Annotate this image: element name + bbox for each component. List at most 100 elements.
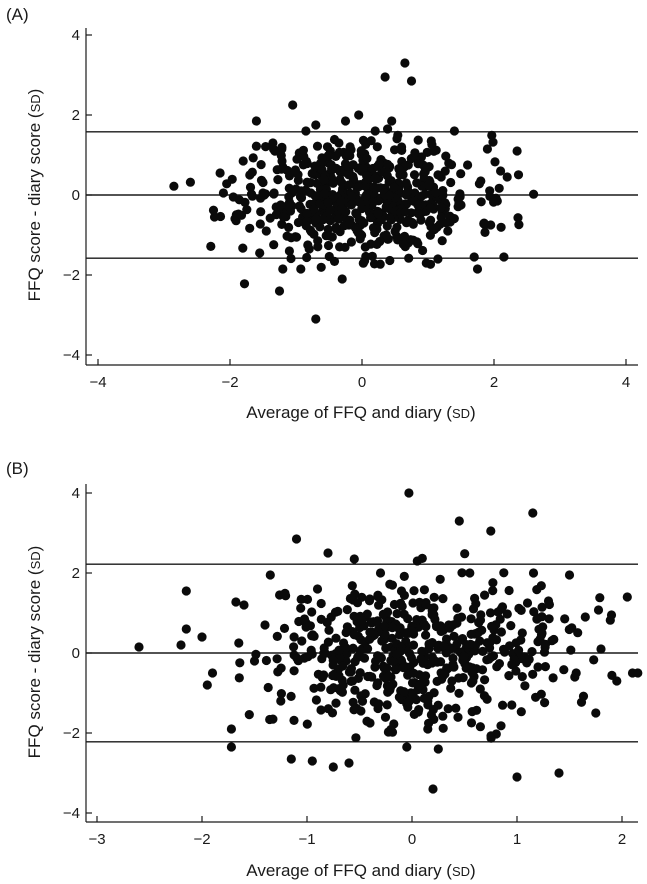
- panel-b-data-point: [438, 723, 448, 733]
- panel-a-data-point: [449, 214, 459, 224]
- panel-b-data-point: [381, 643, 391, 653]
- panel-b-data-point: [341, 627, 351, 638]
- panel-a-data-point: [370, 126, 380, 136]
- panel-a-data-point: [303, 240, 313, 250]
- panel-a-data-point: [261, 226, 271, 236]
- panel-b-data-point: [470, 593, 480, 604]
- panel-b-data-point: [540, 662, 551, 672]
- panel-b-data-point: [350, 685, 360, 695]
- panel-a-data-point: [444, 158, 454, 168]
- panel-a-data-point: [292, 154, 302, 164]
- panel-b-data-point: [451, 703, 461, 713]
- panel-b-data-point: [548, 673, 558, 683]
- panel-a-data-point: [290, 165, 300, 175]
- panel-b-data-point: [438, 711, 448, 721]
- panel-a-data-point: [255, 193, 266, 203]
- panel-a-data-point: [323, 198, 333, 208]
- panel-a-data-point: [368, 182, 379, 192]
- panel-b-data-point: [499, 568, 509, 578]
- panel-a-data-point: [499, 252, 509, 262]
- panel-b-data-point: [507, 659, 517, 670]
- panel-a-x-tick-label: 4: [622, 374, 630, 391]
- panel-a-data-point: [293, 217, 303, 228]
- panel-a-data-point: [397, 145, 407, 155]
- panel-a-data-point: [277, 219, 287, 229]
- panel-b-data-point: [349, 705, 359, 715]
- panel-b-data-point: [423, 700, 433, 710]
- panel-b-label: (B): [6, 459, 29, 478]
- panel-a-data-point: [236, 210, 247, 220]
- panel-b-data-point: [289, 642, 299, 652]
- panel-b-data-point: [516, 635, 526, 645]
- panel-b-y-tick-label: 4: [72, 485, 80, 502]
- panel-b-data-point: [424, 718, 434, 728]
- panel-a-data-point: [413, 239, 423, 249]
- panel-b-data-point: [373, 590, 383, 600]
- panel-b-data-point: [491, 635, 502, 645]
- panel-a-data-point: [336, 196, 346, 207]
- panel-a-data-point: [480, 227, 490, 237]
- panel-b-data-point: [533, 637, 543, 647]
- panel-b-data-point: [323, 548, 333, 558]
- panel-b-data-point: [468, 676, 478, 686]
- panel-a-data-point: [310, 161, 320, 171]
- panel-a-data-point: [209, 212, 220, 222]
- panel-b-data-point: [429, 603, 439, 613]
- panel-b-y-tick-label: 0: [72, 645, 80, 662]
- panel-a-data-point: [354, 182, 364, 192]
- panel-a-data-point: [251, 141, 261, 151]
- panel-b-data-point: [622, 592, 632, 602]
- panel-b-data-point: [454, 688, 464, 698]
- panel-b-data-point: [291, 534, 302, 544]
- panel-b-data-point: [296, 603, 306, 613]
- panel-b-data-point: [327, 708, 338, 718]
- panel-b-data-point: [181, 624, 191, 634]
- panel-b-data-point: [348, 643, 358, 653]
- panel-a-data-point: [382, 159, 393, 169]
- panel-b-data-point: [475, 684, 485, 694]
- panel-b-data-point: [362, 716, 372, 726]
- panel-b-data-point: [234, 638, 244, 648]
- panel-b-data-point: [432, 657, 442, 667]
- panel-a-data-point: [298, 160, 308, 170]
- panel-b-data-point: [289, 666, 299, 676]
- panel-a-x-axis-label: Average of FFQ and diary (SD): [246, 403, 475, 422]
- panel-b-data-point: [454, 516, 464, 526]
- panel-b-data-point: [428, 784, 438, 794]
- panel-b-data-point: [302, 594, 313, 605]
- panel-b-data-point: [251, 649, 261, 660]
- panel-b-data-point: [486, 733, 496, 743]
- panel-b-data-point: [591, 708, 601, 718]
- panel-b-data-point: [467, 707, 477, 717]
- panel-b-data-point: [409, 586, 419, 596]
- panel-a-data-point: [227, 174, 237, 184]
- panel-b-data-point: [486, 526, 496, 536]
- panel-b-x-tick-label: 2: [618, 831, 626, 848]
- panel-b-data-point: [385, 579, 395, 589]
- panel-a-data-point: [288, 100, 298, 110]
- panel-a-data-point: [296, 193, 307, 203]
- panel-b-data-point: [516, 605, 526, 616]
- panel-b-data-point: [522, 598, 533, 608]
- panel-b-data-point: [397, 601, 407, 612]
- panel-b-data-point: [467, 667, 477, 677]
- panel-a-data-point: [476, 197, 486, 207]
- panel-a-data-point: [512, 146, 522, 156]
- panel-b-data-point: [181, 586, 191, 596]
- panel-b-data-point: [536, 689, 546, 699]
- panel-b-data-point: [286, 691, 296, 702]
- panel-a-data-point: [441, 218, 451, 228]
- panel-b-data-point: [134, 642, 144, 652]
- panel-a-data-point: [482, 144, 492, 154]
- panel-a-data-point: [248, 153, 258, 163]
- panel-b-data-point: [272, 654, 282, 664]
- panel-b-data-point: [605, 615, 615, 625]
- panel-b-y-tick-label: −2: [63, 725, 80, 742]
- panel-b-x-tick-label: 1: [513, 831, 521, 848]
- panel-a-data-point: [366, 136, 376, 146]
- panel-b-data-point: [388, 656, 398, 667]
- panel-b-data-point: [633, 668, 643, 678]
- panel-b-data-point: [328, 670, 338, 681]
- panel-a-data-point: [344, 149, 354, 159]
- panel-b-data-point: [487, 621, 497, 632]
